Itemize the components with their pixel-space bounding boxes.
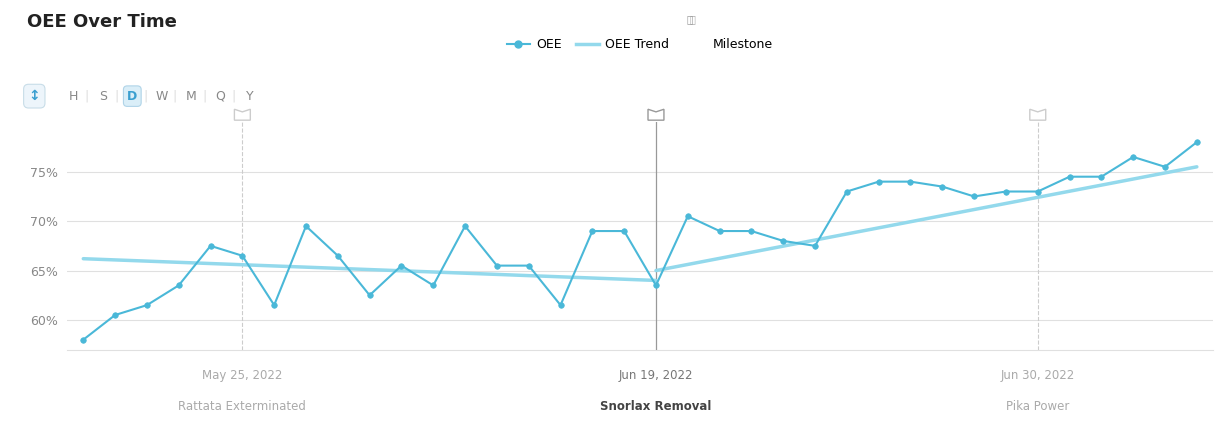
Text: ⛿: ⛿ [690, 15, 695, 24]
Text: |: | [143, 90, 148, 103]
Text: OEE Over Time: OEE Over Time [27, 13, 176, 31]
Text: M: M [186, 90, 196, 103]
Text: Pika Power: Pika Power [1006, 400, 1069, 413]
Text: |: | [232, 90, 236, 103]
Text: May 25, 2022: May 25, 2022 [202, 369, 283, 382]
Text: |: | [114, 90, 119, 103]
Legend: OEE, OEE Trend, Milestone: OEE, OEE Trend, Milestone [502, 33, 778, 56]
Text: Y: Y [246, 90, 254, 103]
Text: Jun 19, 2022: Jun 19, 2022 [619, 369, 693, 382]
Text: Snorlax Removal: Snorlax Removal [600, 400, 712, 413]
Text: 🔖: 🔖 [686, 15, 693, 24]
Text: |: | [85, 90, 89, 103]
Text: D: D [127, 90, 137, 103]
Text: |: | [202, 90, 207, 103]
Text: Jun 30, 2022: Jun 30, 2022 [1001, 369, 1074, 382]
Text: |: | [173, 90, 178, 103]
Text: ↕: ↕ [28, 89, 40, 103]
Text: H: H [69, 90, 78, 103]
Text: W: W [156, 90, 168, 103]
Text: Q: Q [216, 90, 225, 103]
Text: S: S [99, 90, 107, 103]
Text: Rattata Exterminated: Rattata Exterminated [179, 400, 306, 413]
